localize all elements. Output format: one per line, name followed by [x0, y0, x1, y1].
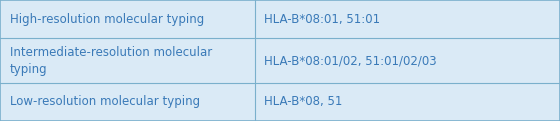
Text: HLA-B*08:01, 51:01: HLA-B*08:01, 51:01 [264, 13, 380, 26]
Text: HLA-B*08:01/02, 51:01/02/03: HLA-B*08:01/02, 51:01/02/03 [264, 54, 437, 67]
Text: Low-resolution molecular typing: Low-resolution molecular typing [10, 95, 200, 108]
Text: HLA-B*08, 51: HLA-B*08, 51 [264, 95, 343, 108]
Text: High-resolution molecular typing: High-resolution molecular typing [10, 13, 204, 26]
Text: Intermediate-resolution molecular
typing: Intermediate-resolution molecular typing [10, 46, 212, 76]
